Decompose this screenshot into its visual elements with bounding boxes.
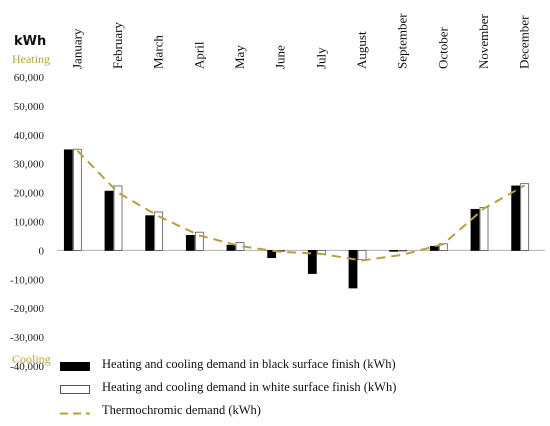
y-tick-label: 10,000 xyxy=(14,217,45,229)
y-tick-label: 30,000 xyxy=(14,159,45,171)
x-tick-label: February xyxy=(110,22,125,69)
bar-white-finish xyxy=(398,249,408,252)
y-tick-label: -30,000 xyxy=(10,332,44,344)
bar-black-finish xyxy=(429,245,439,251)
x-tick-label: October xyxy=(435,26,450,69)
bar-white-finish xyxy=(479,206,489,251)
x-tick-label: June xyxy=(273,45,288,69)
x-tick-label: August xyxy=(354,31,369,69)
bar-black-finish xyxy=(389,249,399,252)
x-tick-label: April xyxy=(191,41,206,69)
x-tick-label: September xyxy=(395,13,410,69)
y-tick-label: -10,000 xyxy=(10,274,44,286)
bar-black-finish xyxy=(104,190,114,251)
bar-white-finish xyxy=(520,183,530,251)
bar-black-finish xyxy=(185,234,195,251)
legend-item-white: Heating and cooling demand in white surf… xyxy=(58,380,528,403)
bar-white-finish xyxy=(72,148,82,251)
heating-label: Heating xyxy=(12,52,50,66)
bar-black-finish xyxy=(145,215,155,251)
bar-black-finish xyxy=(267,249,277,259)
x-tick-label: July xyxy=(313,47,328,69)
legend-swatch-black xyxy=(60,362,90,371)
y-tick-label: 20,000 xyxy=(14,188,45,200)
x-tick-label: December xyxy=(517,15,532,69)
thermochromic-line xyxy=(76,149,526,262)
unit-label: kWh xyxy=(14,34,47,49)
y-tick-label: 40,000 xyxy=(14,130,45,142)
bar-black-finish xyxy=(348,249,358,289)
bar-black-finish xyxy=(63,149,73,251)
bar-white-finish xyxy=(113,185,123,251)
x-tick-label: January xyxy=(69,28,84,69)
y-tick-label: 60,000 xyxy=(14,72,45,84)
y-tick-label: 0 xyxy=(39,245,45,257)
x-tick-label: May xyxy=(232,45,247,69)
legend-label-white: Heating and cooling demand in white surf… xyxy=(102,380,397,394)
legend-item-thermochromic: Thermochromic demand (kWh) xyxy=(58,403,528,426)
legend-swatch-thermochromic xyxy=(60,412,90,415)
y-tick-label: 50,000 xyxy=(14,101,45,113)
bar-white-finish xyxy=(357,249,367,261)
legend-label-black: Heating and cooling demand in black surf… xyxy=(102,357,396,371)
bar-black-finish xyxy=(511,185,521,251)
legend-label-thermochromic: Thermochromic demand (kWh) xyxy=(102,403,261,417)
x-tick-label: November xyxy=(476,13,491,69)
bar-white-finish xyxy=(154,211,164,251)
bar-white-finish xyxy=(194,231,204,251)
legend: Heating and cooling demand in black surf… xyxy=(58,357,528,426)
bar-black-finish xyxy=(307,249,317,274)
legend-item-black: Heating and cooling demand in black surf… xyxy=(58,357,528,380)
cooling-label: Cooling xyxy=(12,352,51,366)
legend-swatch-white xyxy=(60,385,90,394)
x-tick-label: March xyxy=(151,35,166,69)
bar-black-finish xyxy=(226,244,236,251)
y-tick-label: -20,000 xyxy=(10,303,44,315)
bar-black-finish xyxy=(470,208,480,251)
y-tick-label: -40,000 xyxy=(10,361,44,373)
